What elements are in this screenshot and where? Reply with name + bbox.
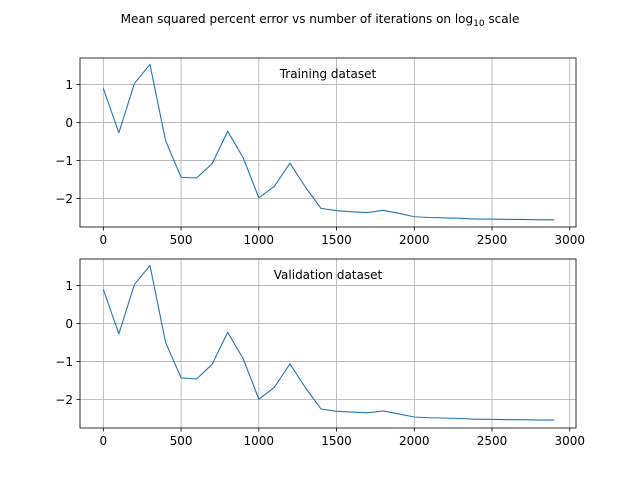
validation-xtick-label-1500: 1500 bbox=[321, 434, 352, 448]
validation-ytick-label-0: 1 bbox=[65, 279, 73, 293]
validation-ytick-label-2: −1 bbox=[55, 355, 73, 369]
training-xtick-label-0: 0 bbox=[100, 233, 108, 247]
training-panel: 0 500 1000 1500 2000 2500 3000 1 0 −1 −2 Training d… bbox=[55, 57, 586, 247]
training-axes-frame bbox=[79, 57, 577, 228]
training-ytick-label-0: 1 bbox=[65, 78, 73, 92]
validation-xtick-label-1000: 1000 bbox=[244, 434, 275, 448]
validation-xtick-label-500: 500 bbox=[170, 434, 193, 448]
training-xtick-label-2000: 2000 bbox=[399, 233, 430, 247]
validation-series-line-0 bbox=[102, 264, 555, 421]
validation-ytick-label-1: 0 bbox=[65, 317, 73, 331]
training-xtick-label-2500: 2500 bbox=[477, 233, 508, 247]
training-xtick-label-3000: 3000 bbox=[555, 233, 586, 247]
training-xtick-label-500: 500 bbox=[170, 233, 193, 247]
validation-axes-frame bbox=[79, 258, 577, 429]
validation-ytick-label-3: −2 bbox=[55, 393, 73, 407]
training-ytick-label-2: −1 bbox=[55, 154, 73, 168]
figure-suptitle: Mean squared percent error vs number of … bbox=[121, 12, 520, 29]
training-series-line-0 bbox=[102, 63, 555, 221]
validation-xtick-label-2000: 2000 bbox=[399, 434, 430, 448]
training-ytick-label-1: 0 bbox=[65, 116, 73, 130]
training-xtick-label-1000: 1000 bbox=[244, 233, 275, 247]
validation-xtick-label-0: 0 bbox=[100, 434, 108, 448]
training-title: Training dataset bbox=[279, 67, 377, 81]
validation-title: Validation dataset bbox=[274, 268, 383, 282]
training-xtick-label-1500: 1500 bbox=[321, 233, 352, 247]
validation-xtick-label-3000: 3000 bbox=[555, 434, 586, 448]
validation-panel: 0 500 1000 1500 2000 2500 3000 1 0 −1 −2 Validation… bbox=[55, 258, 586, 448]
training-ytick-label-3: −2 bbox=[55, 192, 73, 206]
validation-xtick-label-2500: 2500 bbox=[477, 434, 508, 448]
